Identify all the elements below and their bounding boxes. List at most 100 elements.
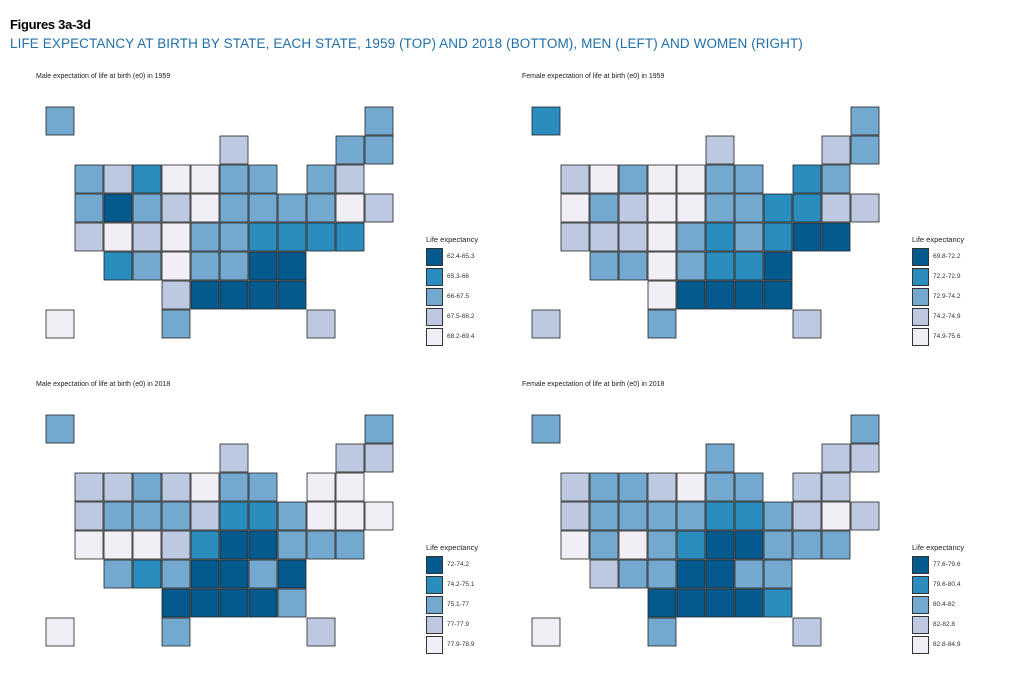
state-ne xyxy=(647,530,677,560)
legend-label: 74.2-74.9 xyxy=(933,313,961,320)
state-nj xyxy=(306,193,336,223)
legend-label: 72-74.2 xyxy=(447,561,470,568)
state-mo xyxy=(676,222,706,252)
state-wv xyxy=(248,530,278,560)
legend-label: 65.3-66 xyxy=(447,273,470,280)
state-ks xyxy=(647,559,677,589)
state-mo xyxy=(676,530,706,560)
legend-label: 68.2-69.4 xyxy=(447,333,475,340)
state-ga xyxy=(763,588,793,618)
state-de xyxy=(335,222,365,252)
legend-item: 72-74.2 xyxy=(426,555,478,574)
state-vt xyxy=(335,135,365,165)
legend-swatch xyxy=(912,595,929,614)
state-me xyxy=(364,106,394,136)
state-nm xyxy=(618,559,648,589)
legend-label: 69.8-72.2 xyxy=(933,253,961,260)
state-hi xyxy=(45,617,75,647)
state-ok xyxy=(161,280,191,310)
legend-item: 77.9-78.9 xyxy=(426,635,478,654)
state-ks xyxy=(161,251,191,281)
state-oh xyxy=(248,501,278,531)
legend-swatch xyxy=(426,555,443,574)
state-nm xyxy=(618,251,648,281)
state-wa xyxy=(560,164,590,194)
state-nh xyxy=(850,135,880,165)
legend-label: 74.9-75.6 xyxy=(933,333,961,340)
map-title: Female expectation of life at birth (e0)… xyxy=(522,73,665,80)
state-me xyxy=(850,414,880,444)
state-la xyxy=(190,588,220,618)
legend-label: 62.4-65.3 xyxy=(447,253,475,260)
state-ms xyxy=(219,588,249,618)
state-mn xyxy=(676,164,706,194)
state-ma xyxy=(335,164,365,194)
state-ca xyxy=(74,530,104,560)
legend-swatch xyxy=(912,635,929,654)
choropleth-map xyxy=(45,106,394,339)
state-md xyxy=(306,530,336,560)
state-ne xyxy=(161,530,191,560)
legend-item: 77.6-79.6 xyxy=(912,555,964,574)
choropleth-map xyxy=(531,414,880,647)
state-ok xyxy=(161,588,191,618)
state-ar xyxy=(190,559,220,589)
state-ct xyxy=(821,193,851,223)
state-tn xyxy=(705,559,735,589)
legend: Life expectancy 77.6-79.6 79.6-80.4 80.4-8… xyxy=(912,543,964,655)
state-mi xyxy=(734,164,764,194)
state-sc xyxy=(763,251,793,281)
state-va xyxy=(277,530,307,560)
state-al xyxy=(248,280,278,310)
state-tx xyxy=(161,309,191,339)
state-ia xyxy=(190,501,220,531)
state-md xyxy=(792,222,822,252)
state-wy xyxy=(618,193,648,223)
state-ky xyxy=(219,530,249,560)
state-az xyxy=(589,559,619,589)
state-tn xyxy=(219,251,249,281)
state-ri xyxy=(364,193,394,223)
state-ar xyxy=(676,251,706,281)
legend-swatch xyxy=(426,287,443,306)
legend-swatch xyxy=(426,635,443,654)
legend-item: 79.6-80.4 xyxy=(912,575,964,594)
state-co xyxy=(618,530,648,560)
state-me xyxy=(850,106,880,136)
figure-label: Figures 3a-3d xyxy=(10,17,91,32)
state-il xyxy=(705,164,735,194)
legend-swatch xyxy=(912,575,929,594)
state-wi xyxy=(219,135,249,165)
state-va xyxy=(277,222,307,252)
state-va xyxy=(763,530,793,560)
state-la xyxy=(676,280,706,310)
state-nh xyxy=(364,443,394,473)
legend: Life expectancy 69.8-72.2 72.2-72.9 72.9-7… xyxy=(912,235,964,347)
state-mn xyxy=(190,472,220,502)
state-ga xyxy=(763,280,793,310)
state-ne xyxy=(161,222,191,252)
legend-title: Life expectancy xyxy=(912,543,965,552)
state-wv xyxy=(734,530,764,560)
legend-item: 72.9-74.2 xyxy=(912,287,964,306)
state-al xyxy=(248,588,278,618)
legend-item: 75.1-77 xyxy=(426,595,478,614)
state-tx xyxy=(647,309,677,339)
legend-swatch xyxy=(426,575,443,594)
state-wa xyxy=(74,472,104,502)
legend-title: Life expectancy xyxy=(426,543,479,552)
state-wi xyxy=(219,443,249,473)
state-hi xyxy=(45,309,75,339)
state-mi xyxy=(734,472,764,502)
legend-swatch xyxy=(912,287,929,306)
legend-item: 66-67.5 xyxy=(426,287,478,306)
state-mt xyxy=(132,164,162,194)
state-ct xyxy=(335,501,365,531)
state-mi xyxy=(248,472,278,502)
state-ia xyxy=(676,501,706,531)
legend-label: 67.5-68.2 xyxy=(447,313,475,320)
legend-item: 74.9-75.6 xyxy=(912,327,964,346)
state-fl xyxy=(306,617,336,647)
state-or xyxy=(560,501,590,531)
state-hi xyxy=(531,617,561,647)
